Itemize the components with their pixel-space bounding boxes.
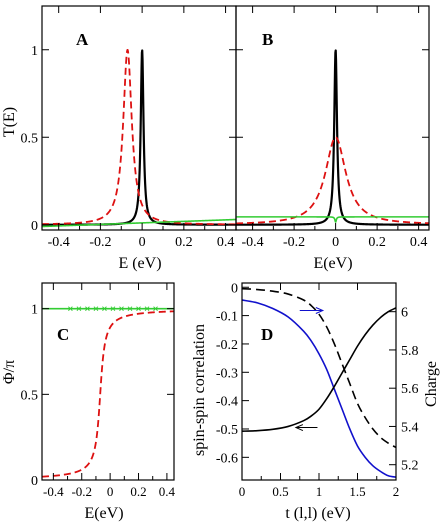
panel-d-arrowhead-0 bbox=[294, 424, 304, 432]
panel-b-xtick-label-2: 0 bbox=[332, 235, 339, 250]
panel-c-xtick-label-1: -0.2 bbox=[71, 484, 92, 499]
panel-c-letter: C bbox=[57, 325, 69, 344]
panel-a: A E (eV) T(E) -0.4 -0.2 0 0.2 0.4 0 0.5 1 bbox=[1, 5, 237, 272]
panel-c-marker-10 bbox=[153, 306, 158, 312]
panel-d-ytick-label-6: -0.6 bbox=[216, 451, 238, 466]
panel-d-series-0 bbox=[242, 287, 396, 449]
panel-c-xtick-label-4: 0.4 bbox=[159, 484, 176, 499]
panel-c-xtick-label-0: -0.4 bbox=[43, 484, 64, 499]
panel-c-ytick-label-1: 0.5 bbox=[21, 388, 39, 403]
panel-d-ytick-label-5: -0.5 bbox=[216, 423, 238, 438]
panel-c-frame bbox=[41, 282, 175, 481]
panel-a-ytick-label-2: 1 bbox=[31, 44, 38, 59]
panel-c-ytick-label-0: 0 bbox=[31, 474, 38, 489]
panel-a-series-0 bbox=[42, 49, 236, 226]
panel-a-xlabel: E (eV) bbox=[118, 255, 161, 272]
panel-b-xtick-label-0: -0.4 bbox=[242, 235, 264, 250]
panel-a-ytick-label-0: 0 bbox=[31, 219, 38, 234]
panel-c-xtick-label-3: 0.2 bbox=[130, 484, 146, 499]
panel-d-xtick-label-4: 2 bbox=[393, 484, 400, 499]
panel-a-xtick-label-1: -0.2 bbox=[89, 235, 111, 250]
panel-d-ytick-label-0: 0 bbox=[231, 281, 238, 296]
panel-a-ylabel: T(E) bbox=[1, 107, 18, 137]
panel-d-ylabel-right: Charge bbox=[423, 361, 440, 407]
panel-c-marker-2 bbox=[85, 306, 90, 312]
panel-c-marker-3 bbox=[93, 306, 99, 312]
panel-d-ytick-r-label-1: 5.8 bbox=[401, 344, 419, 359]
panel-b-series-0 bbox=[236, 49, 429, 226]
panel-c-xlabel: E(eV) bbox=[84, 505, 123, 522]
panel-c-xtick-label-2: 0 bbox=[107, 484, 114, 499]
panel-b-xtick-label-1: -0.2 bbox=[283, 235, 305, 250]
panel-d-ytick-label-1: -0.1 bbox=[216, 310, 238, 325]
panel-d-letter: D bbox=[261, 325, 273, 344]
panel-c-marker-5 bbox=[110, 306, 116, 312]
panel-d-ytick-r-label-0: 6 bbox=[401, 306, 408, 321]
panel-d-xtick-label-3: 1.5 bbox=[349, 484, 365, 499]
panel-b-frame bbox=[235, 5, 430, 231]
panel-a-xtick-label-3: 0.2 bbox=[175, 235, 193, 250]
panel-c-marker-0 bbox=[68, 306, 73, 312]
panel-c-marker-7 bbox=[127, 306, 133, 312]
panel-a-ytick-label-1: 0.5 bbox=[21, 131, 39, 146]
panel-c: C E(eV) Φ/π -0.4 -0.2 0 0.2 0.4 0 0.5 1 bbox=[1, 282, 176, 522]
panel-b-xtick-label-3: 0.2 bbox=[368, 235, 386, 250]
panel-a-series-2 bbox=[42, 218, 236, 228]
panel-d-arrowhead-1 bbox=[315, 307, 325, 314]
panel-d-xtick-label-0: 0 bbox=[239, 484, 246, 499]
panel-d-series-1 bbox=[242, 299, 396, 478]
panel-d-ytick-r-label-4: 5.2 bbox=[401, 459, 419, 474]
panel-a-series-1 bbox=[42, 49, 236, 226]
panel-d-xtick-label-2: 1 bbox=[316, 484, 323, 499]
panel-c-series-0 bbox=[42, 310, 174, 478]
panel-a-letter: A bbox=[76, 30, 89, 49]
panel-d-xtick-label-1: 0.5 bbox=[272, 484, 288, 499]
panel-b-series-2 bbox=[236, 216, 429, 223]
panel-c-marker-8 bbox=[136, 306, 141, 312]
panel-a-xtick-label-2: 0 bbox=[139, 235, 146, 250]
panel-b-series-1 bbox=[236, 136, 429, 225]
panel-c-ylabel: Φ/π bbox=[1, 360, 18, 384]
panel-c-marker-9 bbox=[144, 306, 150, 312]
panel-c-marker-4 bbox=[102, 306, 107, 312]
panel-b-letter: B bbox=[262, 30, 273, 49]
panel-d-ytick-label-2: -0.2 bbox=[216, 338, 238, 353]
panel-a-xtick-label-4: 0.4 bbox=[217, 235, 235, 250]
panel-d-ytick-label-4: -0.4 bbox=[216, 395, 238, 410]
panel-d: D t (l,l) (eV) spin-spin correlation Cha… bbox=[191, 281, 440, 522]
panel-d-ytick-label-3: -0.3 bbox=[216, 366, 238, 381]
panel-c-ytick-label-2: 1 bbox=[31, 303, 38, 318]
panel-d-ytick-r-label-2: 5.6 bbox=[401, 382, 419, 397]
panel-d-ytick-r-label-3: 5.4 bbox=[401, 420, 419, 435]
panel-b-xlabel: E(eV) bbox=[313, 255, 352, 272]
panel-a-xtick-label-0: -0.4 bbox=[48, 235, 70, 250]
panel-d-ylabel: spin-spin correlation bbox=[191, 324, 208, 456]
panel-b-xtick-label-4: 0.4 bbox=[410, 235, 428, 250]
panel-d-xlabel: t (l,l) (eV) bbox=[285, 505, 350, 522]
panel-c-marker-6 bbox=[119, 306, 124, 312]
panel-d-series-2 bbox=[242, 307, 396, 433]
panel-b: B E(eV) -0.4 -0.2 0 0.2 0.4 bbox=[235, 5, 430, 272]
panel-c-marker-1 bbox=[76, 306, 82, 312]
